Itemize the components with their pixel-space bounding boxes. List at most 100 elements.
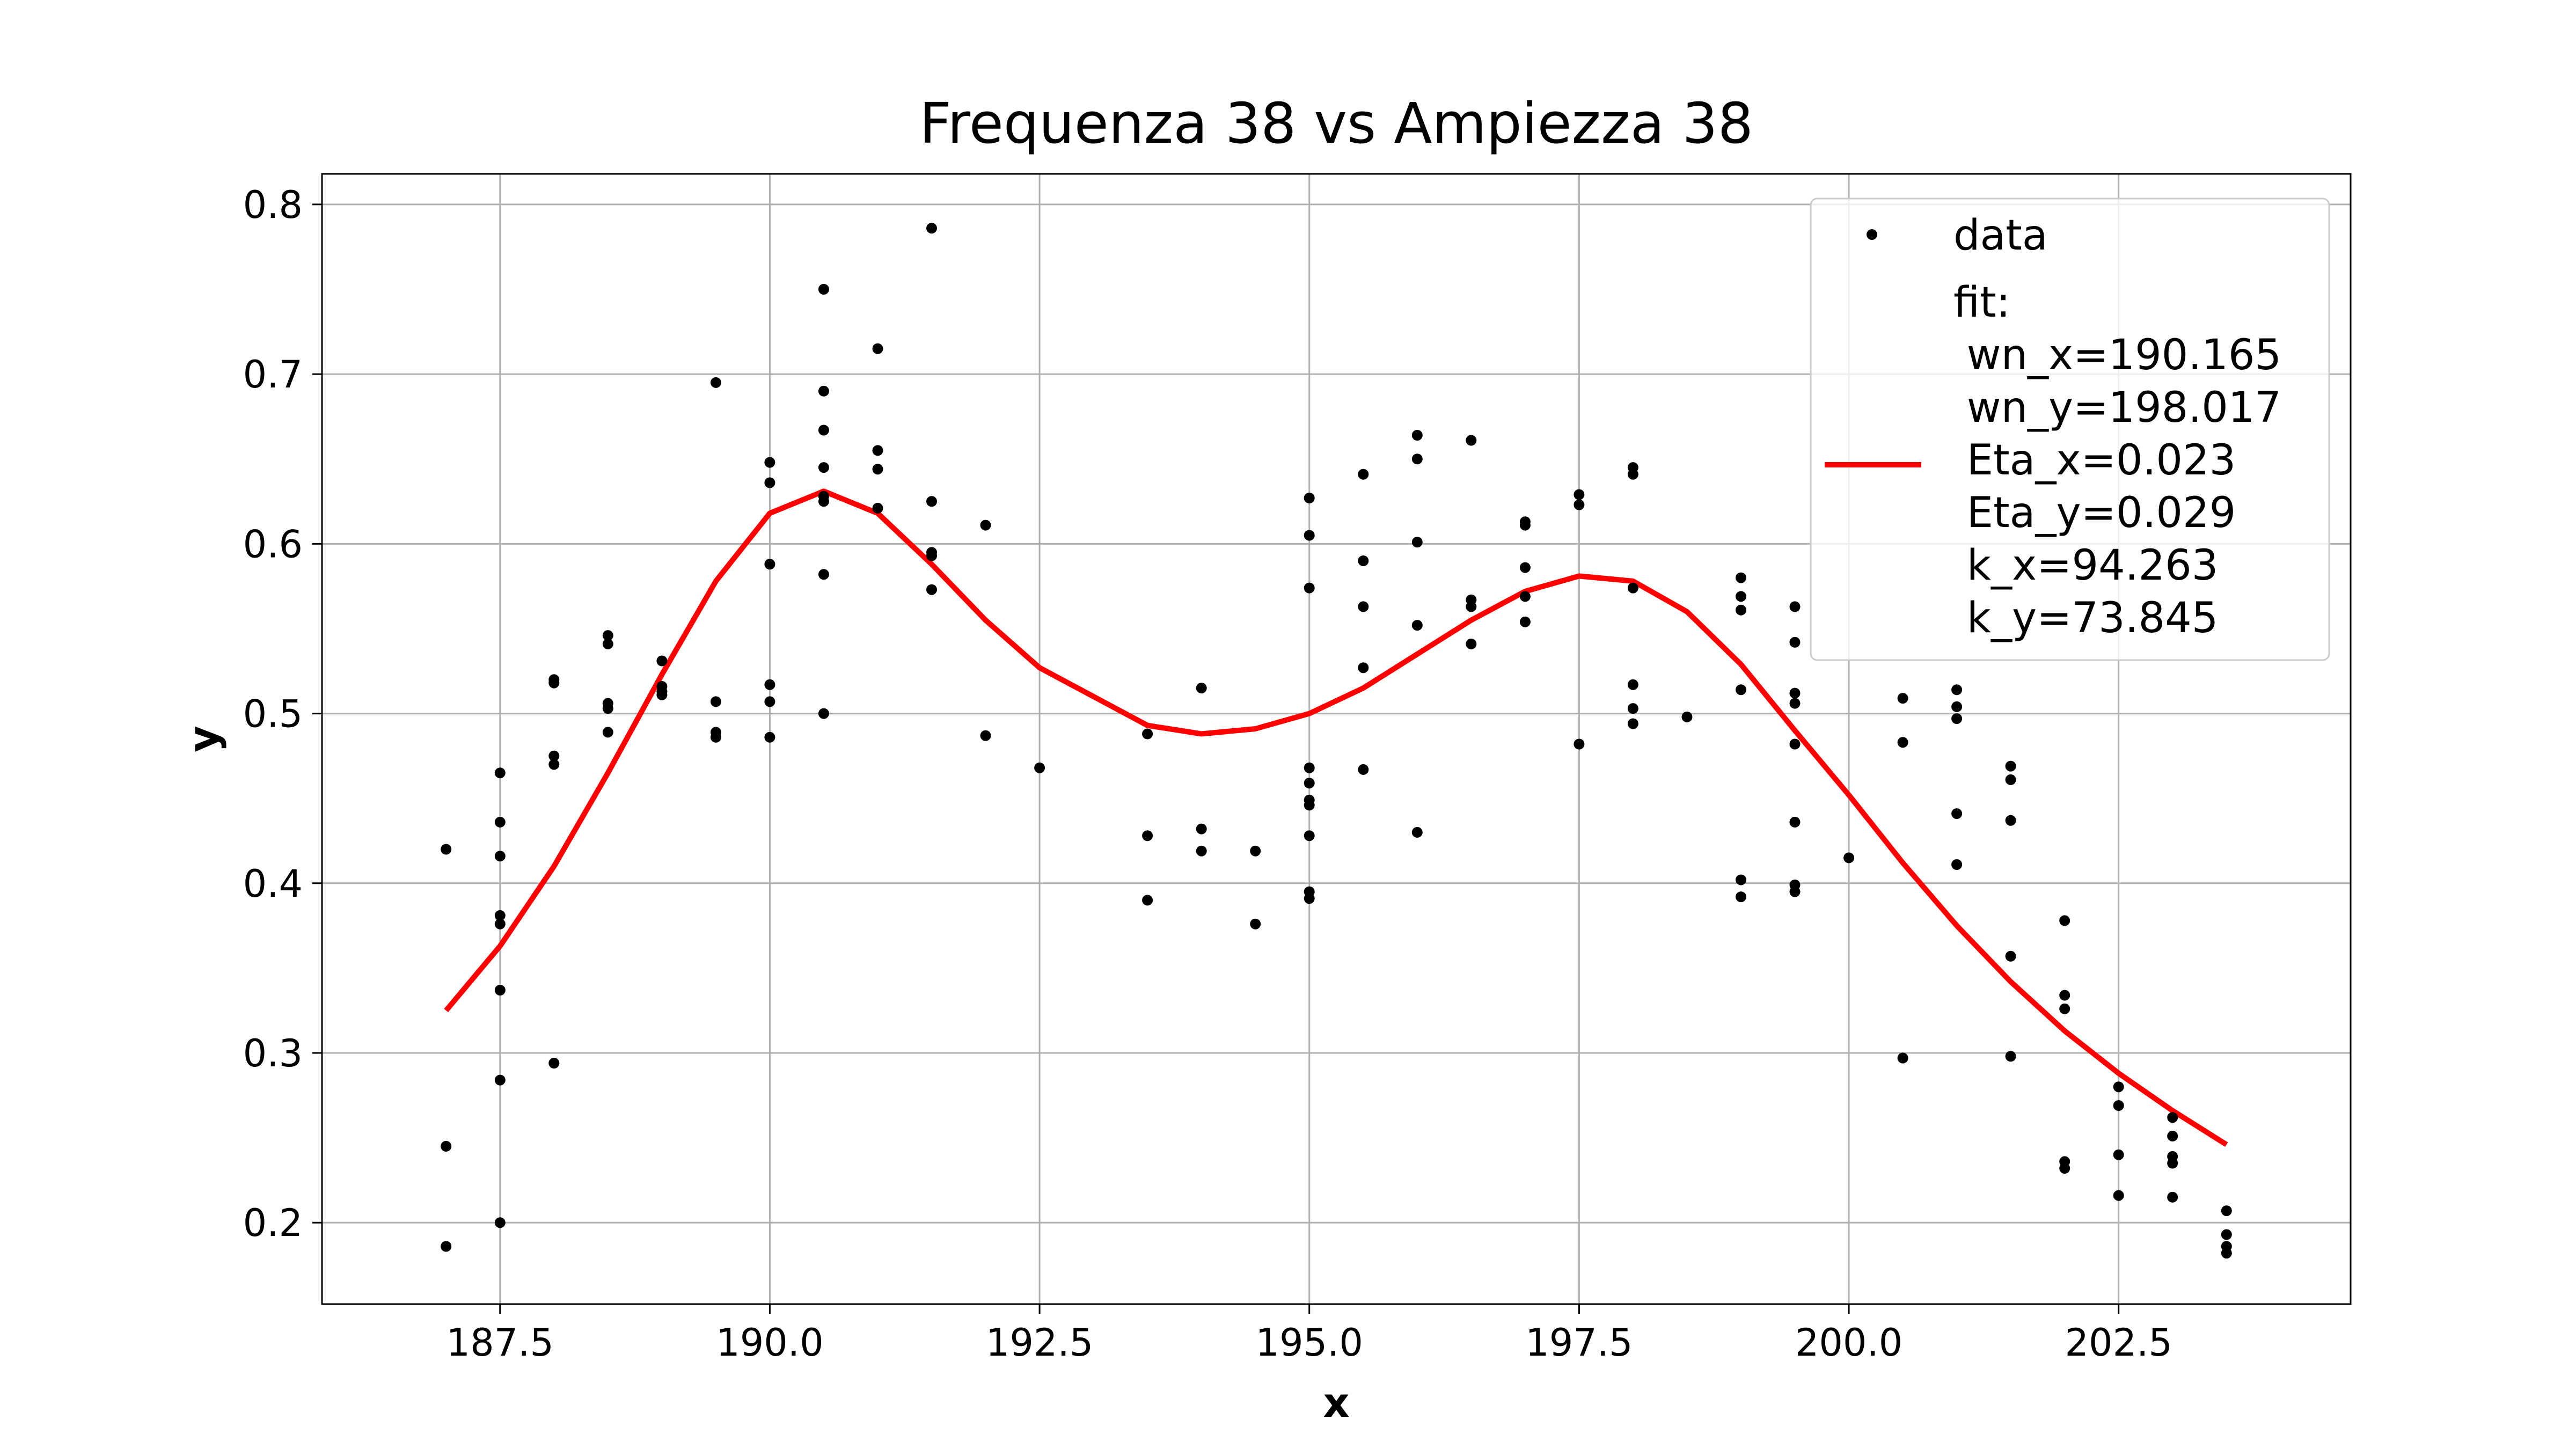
y-tick-label: 0.3: [243, 1031, 303, 1075]
x-tick-label: 195.0: [1256, 1321, 1363, 1365]
data-point: [494, 816, 506, 828]
data-point: [2167, 1130, 2178, 1141]
data-point: [2167, 1112, 2178, 1123]
data-point: [1789, 698, 1801, 709]
data-point: [2221, 1248, 2232, 1259]
x-tick-label: 190.0: [716, 1321, 823, 1365]
data-point: [1789, 738, 1801, 750]
y-tick-label: 0.7: [243, 353, 303, 397]
data-point: [1789, 636, 1801, 648]
data-point: [1789, 601, 1801, 612]
fit-series: [444, 488, 2228, 1147]
data-point: [494, 1217, 506, 1228]
data-point: [980, 730, 991, 741]
data-point: [494, 985, 506, 996]
data-point: [2113, 1081, 2124, 1093]
data-point: [2221, 1205, 2232, 1217]
y-tick-label: 0.2: [243, 1201, 303, 1245]
data-point: [872, 464, 883, 475]
data-point: [2167, 1191, 2178, 1203]
data-point: [1519, 591, 1531, 602]
legend-fit-line-text: k_x=94.263: [1953, 541, 2218, 590]
data-point: [656, 655, 668, 667]
data-point: [818, 569, 829, 580]
legend-fit-line-text: Eta_y=0.029: [1953, 489, 2236, 537]
data-point: [1304, 893, 1315, 904]
data-point: [764, 731, 775, 743]
data-point: [980, 519, 991, 531]
data-point: [1574, 738, 1585, 750]
data-point: [1304, 762, 1315, 773]
legend-fit-label: fit: wn_x=190.165 wn_y=198.017 Eta_x=0.0…: [1953, 279, 2281, 642]
data-point: [1897, 1052, 1908, 1064]
data-point: [656, 689, 668, 700]
data-point: [2059, 990, 2070, 1001]
x-tick-label: 200.0: [1795, 1321, 1902, 1365]
data-point: [1627, 469, 1638, 480]
data-point: [1574, 489, 1585, 500]
data-point: [1358, 555, 1369, 566]
data-point: [1789, 687, 1801, 699]
data-point: [1358, 662, 1369, 674]
data-point: [2059, 915, 2070, 926]
data-point: [1358, 601, 1369, 612]
data-point: [818, 708, 829, 719]
data-point: [1519, 616, 1531, 627]
data-point: [441, 844, 452, 855]
x-tick-label: 192.5: [986, 1321, 1093, 1365]
legend-fit-line-text: k_y=73.845: [1953, 594, 2218, 642]
legend: data fit: wn_x=190.165 wn_y=198.017 Eta_…: [1810, 197, 2330, 661]
data-point: [1196, 823, 1207, 835]
data-point: [494, 767, 506, 779]
data-point: [764, 457, 775, 468]
data-point: [494, 918, 506, 930]
data-point: [1411, 453, 1423, 465]
data-point: [872, 502, 883, 514]
data-point: [1358, 764, 1369, 775]
data-point: [764, 559, 775, 570]
data-point: [1466, 638, 1477, 649]
data-point: [710, 696, 721, 707]
data-point: [1304, 582, 1315, 594]
data-point: [2059, 1003, 2070, 1014]
y-tick-label: 0.6: [243, 522, 303, 566]
data-point: [548, 759, 560, 770]
data-point: [1736, 572, 1746, 583]
data-point: [1681, 711, 1693, 722]
legend-box: [1810, 197, 2330, 661]
data-point: [548, 677, 560, 689]
data-point: [1951, 701, 1963, 712]
x-axis-label: x: [1323, 1379, 1349, 1426]
data-point: [1358, 469, 1369, 480]
data-point: [1304, 830, 1315, 841]
data-point: [1142, 728, 1153, 740]
data-point: [710, 731, 721, 743]
data-point: [1627, 703, 1638, 714]
y-tick-label: 0.8: [243, 183, 303, 227]
grid: [322, 174, 2351, 1304]
data-point: [1736, 874, 1746, 885]
data-point: [1736, 684, 1746, 696]
data-point: [2113, 1149, 2124, 1160]
data-point: [1304, 493, 1315, 503]
data-point: [1411, 826, 1423, 838]
data-point: [710, 377, 721, 388]
data-point: [602, 727, 613, 738]
data-point: [1250, 918, 1261, 930]
data-point: [1951, 808, 1963, 819]
data-point: [764, 696, 775, 707]
data-point: [1466, 435, 1477, 446]
data-point: [1142, 830, 1153, 841]
chart-title: Frequenza 38 vs Ampiezza 38: [919, 91, 1753, 156]
data-point: [2113, 1190, 2124, 1201]
data-point: [548, 750, 560, 762]
data-point: [2059, 1163, 2070, 1174]
data-point: [2005, 950, 2016, 962]
data-point: [2005, 1051, 2016, 1062]
legend-data-marker: [1867, 229, 1877, 240]
data-point: [1951, 713, 1963, 724]
y-tick-label: 0.4: [243, 862, 303, 906]
data-point: [1736, 591, 1746, 602]
data-point: [1519, 562, 1531, 573]
data-series: [441, 223, 2232, 1259]
